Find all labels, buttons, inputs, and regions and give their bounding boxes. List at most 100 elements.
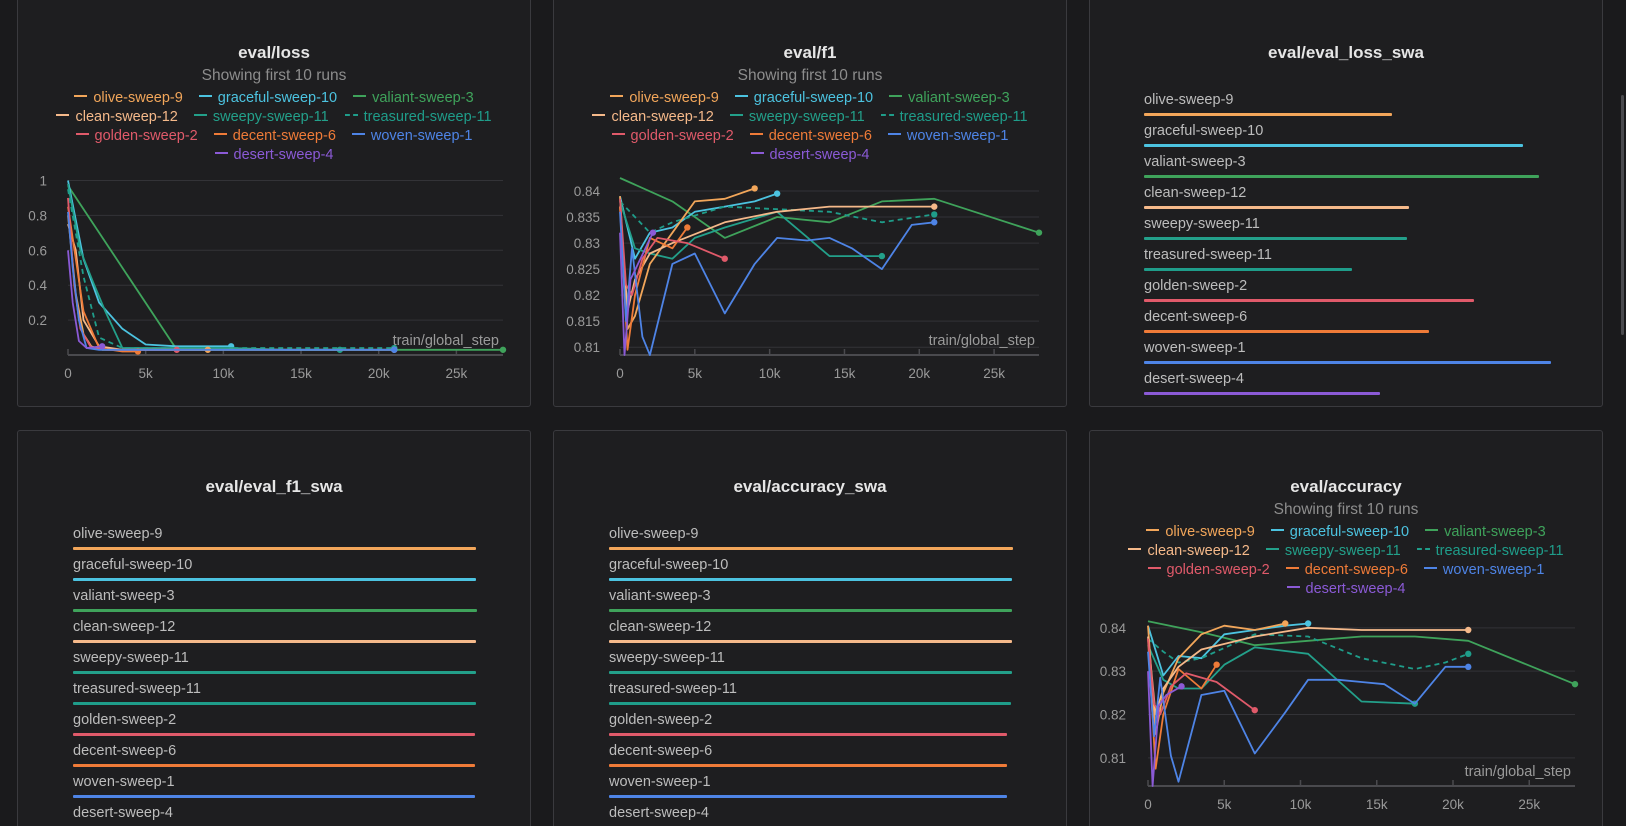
legend-item-valiant-sweep-3[interactable]: valiant-sweep-3 [889,89,1010,108]
bar-item-decent-sweep-6[interactable]: decent-sweep-6 [609,743,1013,774]
series-line-golden-sweep-2[interactable] [67,197,177,351]
series-end-point-sweepy-sweep-11[interactable] [878,252,886,260]
legend-item-treasured-sweep-11[interactable]: treasured-sweep-11 [880,108,1028,127]
legend-item-golden-sweep-2[interactable]: golden-sweep-2 [1147,561,1270,580]
series-end-point-valiant-sweep-3[interactable] [1571,680,1579,688]
series-line-sweepy-sweep-11[interactable] [67,183,340,351]
bar-list-eval-loss-swa[interactable]: olive-sweep-9 graceful-sweep-10 valiant-sw… [1144,92,1551,395]
bar-item-olive-sweep-9[interactable]: olive-sweep-9 [73,526,477,557]
legend-item-olive-sweep-9[interactable]: olive-sweep-9 [610,89,719,108]
series-end-point-woven-sweep-1[interactable] [391,346,398,353]
bar-item-graceful-sweep-10[interactable]: graceful-sweep-10 [1144,123,1551,154]
legend-item-desert-sweep-4[interactable]: desert-sweep-4 [750,146,869,165]
series-line-woven-sweep-1[interactable] [67,211,395,351]
bar-item-valiant-sweep-3[interactable]: valiant-sweep-3 [609,588,1013,619]
legend-item-valiant-sweep-3[interactable]: valiant-sweep-3 [353,89,474,108]
bar-item-valiant-sweep-3[interactable]: valiant-sweep-3 [73,588,477,619]
bar-item-treasured-sweep-11[interactable]: treasured-sweep-11 [609,681,1013,712]
bar-list-eval-accuracy-swa[interactable]: olive-sweep-9 graceful-sweep-10 valiant-sw… [609,526,1013,826]
chart-legend[interactable]: olive-sweep-9 graceful-sweep-10 valiant-sw… [554,89,1066,165]
series-line-treasured-sweep-11[interactable] [619,200,935,234]
bar-item-sweepy-sweep-11[interactable]: sweepy-sweep-11 [73,650,477,681]
bar-item-clean-sweep-12[interactable]: clean-sweep-12 [1144,185,1551,216]
series-line-golden-sweep-2[interactable] [1147,638,1256,716]
series-end-point-olive-sweep-9[interactable] [1282,620,1289,627]
legend-item-sweepy-sweep-11[interactable]: sweepy-sweep-11 [1265,542,1401,561]
legend-item-clean-sweep-12[interactable]: clean-sweep-12 [1128,542,1250,561]
series-line-woven-sweep-1[interactable] [1147,651,1469,783]
series-end-point-clean-sweep-12[interactable] [931,203,938,210]
series-line-valiant-sweep-3[interactable] [1147,620,1576,686]
series-end-point-golden-sweep-2[interactable] [721,255,728,262]
legend-item-treasured-sweep-11[interactable]: treasured-sweep-11 [1416,542,1564,561]
legend-item-graceful-sweep-10[interactable]: graceful-sweep-10 [198,89,337,108]
series-line-woven-sweep-1[interactable] [619,211,935,356]
legend-item-sweepy-sweep-11[interactable]: sweepy-sweep-11 [193,108,329,127]
legend-item-golden-sweep-2[interactable]: golden-sweep-2 [611,127,734,146]
series-line-sweepy-sweep-11[interactable] [619,201,882,260]
series-line-valiant-sweep-3[interactable] [67,185,503,351]
series-line-graceful-sweep-10[interactable] [67,180,232,348]
legend-item-graceful-sweep-10[interactable]: graceful-sweep-10 [734,89,873,108]
legend-item-woven-sweep-1[interactable]: woven-sweep-1 [1423,561,1544,580]
series-end-point-olive-sweep-9[interactable] [751,185,758,192]
line-chart-eval-accuracy[interactable]: 0.81 0.82 0.83 0.84 0 5k 10k 15k 20k 25k train/glo… [1090,431,1603,826]
legend-item-golden-sweep-2[interactable]: golden-sweep-2 [75,127,198,146]
line-chart-eval-f1[interactable]: 0.81 0.815 0.82 0.825 0.83 0.835 0.84 0 5k 10k 15k… [554,0,1067,407]
series-line-olive-sweep-9[interactable] [1147,622,1286,735]
bar-item-golden-sweep-2[interactable]: golden-sweep-2 [1144,278,1551,309]
legend-item-decent-sweep-6[interactable]: decent-sweep-6 [1285,561,1408,580]
series-line-desert-sweep-4[interactable] [67,250,103,349]
series-line-graceful-sweep-10[interactable] [619,192,778,260]
series-end-point-valiant-sweep-3[interactable] [499,346,507,353]
series-end-point-graceful-sweep-10[interactable] [773,190,781,197]
series-line-treasured-sweep-11[interactable] [1147,633,1469,670]
bar-item-golden-sweep-2[interactable]: golden-sweep-2 [73,712,477,743]
chart-legend[interactable]: olive-sweep-9 graceful-sweep-10 valiant-sw… [18,89,530,165]
series-end-point-valiant-sweep-3[interactable] [1035,229,1043,236]
bar-item-desert-sweep-4[interactable]: desert-sweep-4 [609,805,1013,826]
bar-item-golden-sweep-2[interactable]: golden-sweep-2 [609,712,1013,743]
bar-item-decent-sweep-6[interactable]: decent-sweep-6 [1144,309,1551,340]
bar-item-olive-sweep-9[interactable]: olive-sweep-9 [1144,92,1551,123]
bar-item-woven-sweep-1[interactable]: woven-sweep-1 [609,774,1013,805]
legend-item-clean-sweep-12[interactable]: clean-sweep-12 [56,108,178,127]
series-line-golden-sweep-2[interactable] [619,198,726,297]
page-scrollbar[interactable] [1621,95,1624,335]
legend-item-graceful-sweep-10[interactable]: graceful-sweep-10 [1270,523,1409,542]
bar-item-woven-sweep-1[interactable]: woven-sweep-1 [1144,340,1551,371]
series-line-clean-sweep-12[interactable] [1147,626,1469,716]
legend-item-decent-sweep-6[interactable]: decent-sweep-6 [213,127,336,146]
series-line-decent-sweep-6[interactable] [67,206,138,353]
legend-item-woven-sweep-1[interactable]: woven-sweep-1 [351,127,472,146]
legend-item-desert-sweep-4[interactable]: desert-sweep-4 [1286,580,1405,599]
series-end-point-treasured-sweep-11[interactable] [1465,650,1472,658]
series-line-desert-sweep-4[interactable] [619,232,654,356]
bar-item-woven-sweep-1[interactable]: woven-sweep-1 [73,774,477,805]
series-line-desert-sweep-4[interactable] [1147,671,1182,787]
legend-item-decent-sweep-6[interactable]: decent-sweep-6 [749,127,872,146]
bar-item-treasured-sweep-11[interactable]: treasured-sweep-11 [73,681,477,712]
series-end-point-desert-sweep-4[interactable] [98,343,106,350]
bar-list-eval-f1-swa[interactable]: olive-sweep-9 graceful-sweep-10 valiant-sw… [73,526,477,826]
series-end-point-golden-sweep-2[interactable] [1251,706,1258,714]
series-line-treasured-sweep-11[interactable] [67,189,395,349]
bar-item-graceful-sweep-10[interactable]: graceful-sweep-10 [73,557,477,588]
bar-item-sweepy-sweep-11[interactable]: sweepy-sweep-11 [609,650,1013,681]
series-end-point-decent-sweep-6[interactable] [684,224,691,231]
legend-item-valiant-sweep-3[interactable]: valiant-sweep-3 [1425,523,1546,542]
series-end-point-desert-sweep-4[interactable] [1178,683,1185,690]
series-end-point-decent-sweep-6[interactable] [1213,661,1220,668]
legend-item-desert-sweep-4[interactable]: desert-sweep-4 [214,146,333,165]
legend-item-olive-sweep-9[interactable]: olive-sweep-9 [74,89,183,108]
legend-item-treasured-sweep-11[interactable]: treasured-sweep-11 [344,108,492,127]
series-end-point-treasured-sweep-11[interactable] [931,211,938,218]
series-line-clean-sweep-12[interactable] [67,223,395,351]
bar-item-desert-sweep-4[interactable]: desert-sweep-4 [73,805,477,826]
legend-item-woven-sweep-1[interactable]: woven-sweep-1 [887,127,1008,146]
bar-item-olive-sweep-9[interactable]: olive-sweep-9 [609,526,1013,557]
bar-item-treasured-sweep-11[interactable]: treasured-sweep-11 [1144,247,1551,278]
line-chart-eval-loss[interactable]: 0.2 0.4 0.6 0.8 1 0 5k 10k 15k 20k 25k train/global… [18,0,531,407]
series-end-point-woven-sweep-1[interactable] [1465,663,1472,671]
bar-item-clean-sweep-12[interactable]: clean-sweep-12 [73,619,477,650]
